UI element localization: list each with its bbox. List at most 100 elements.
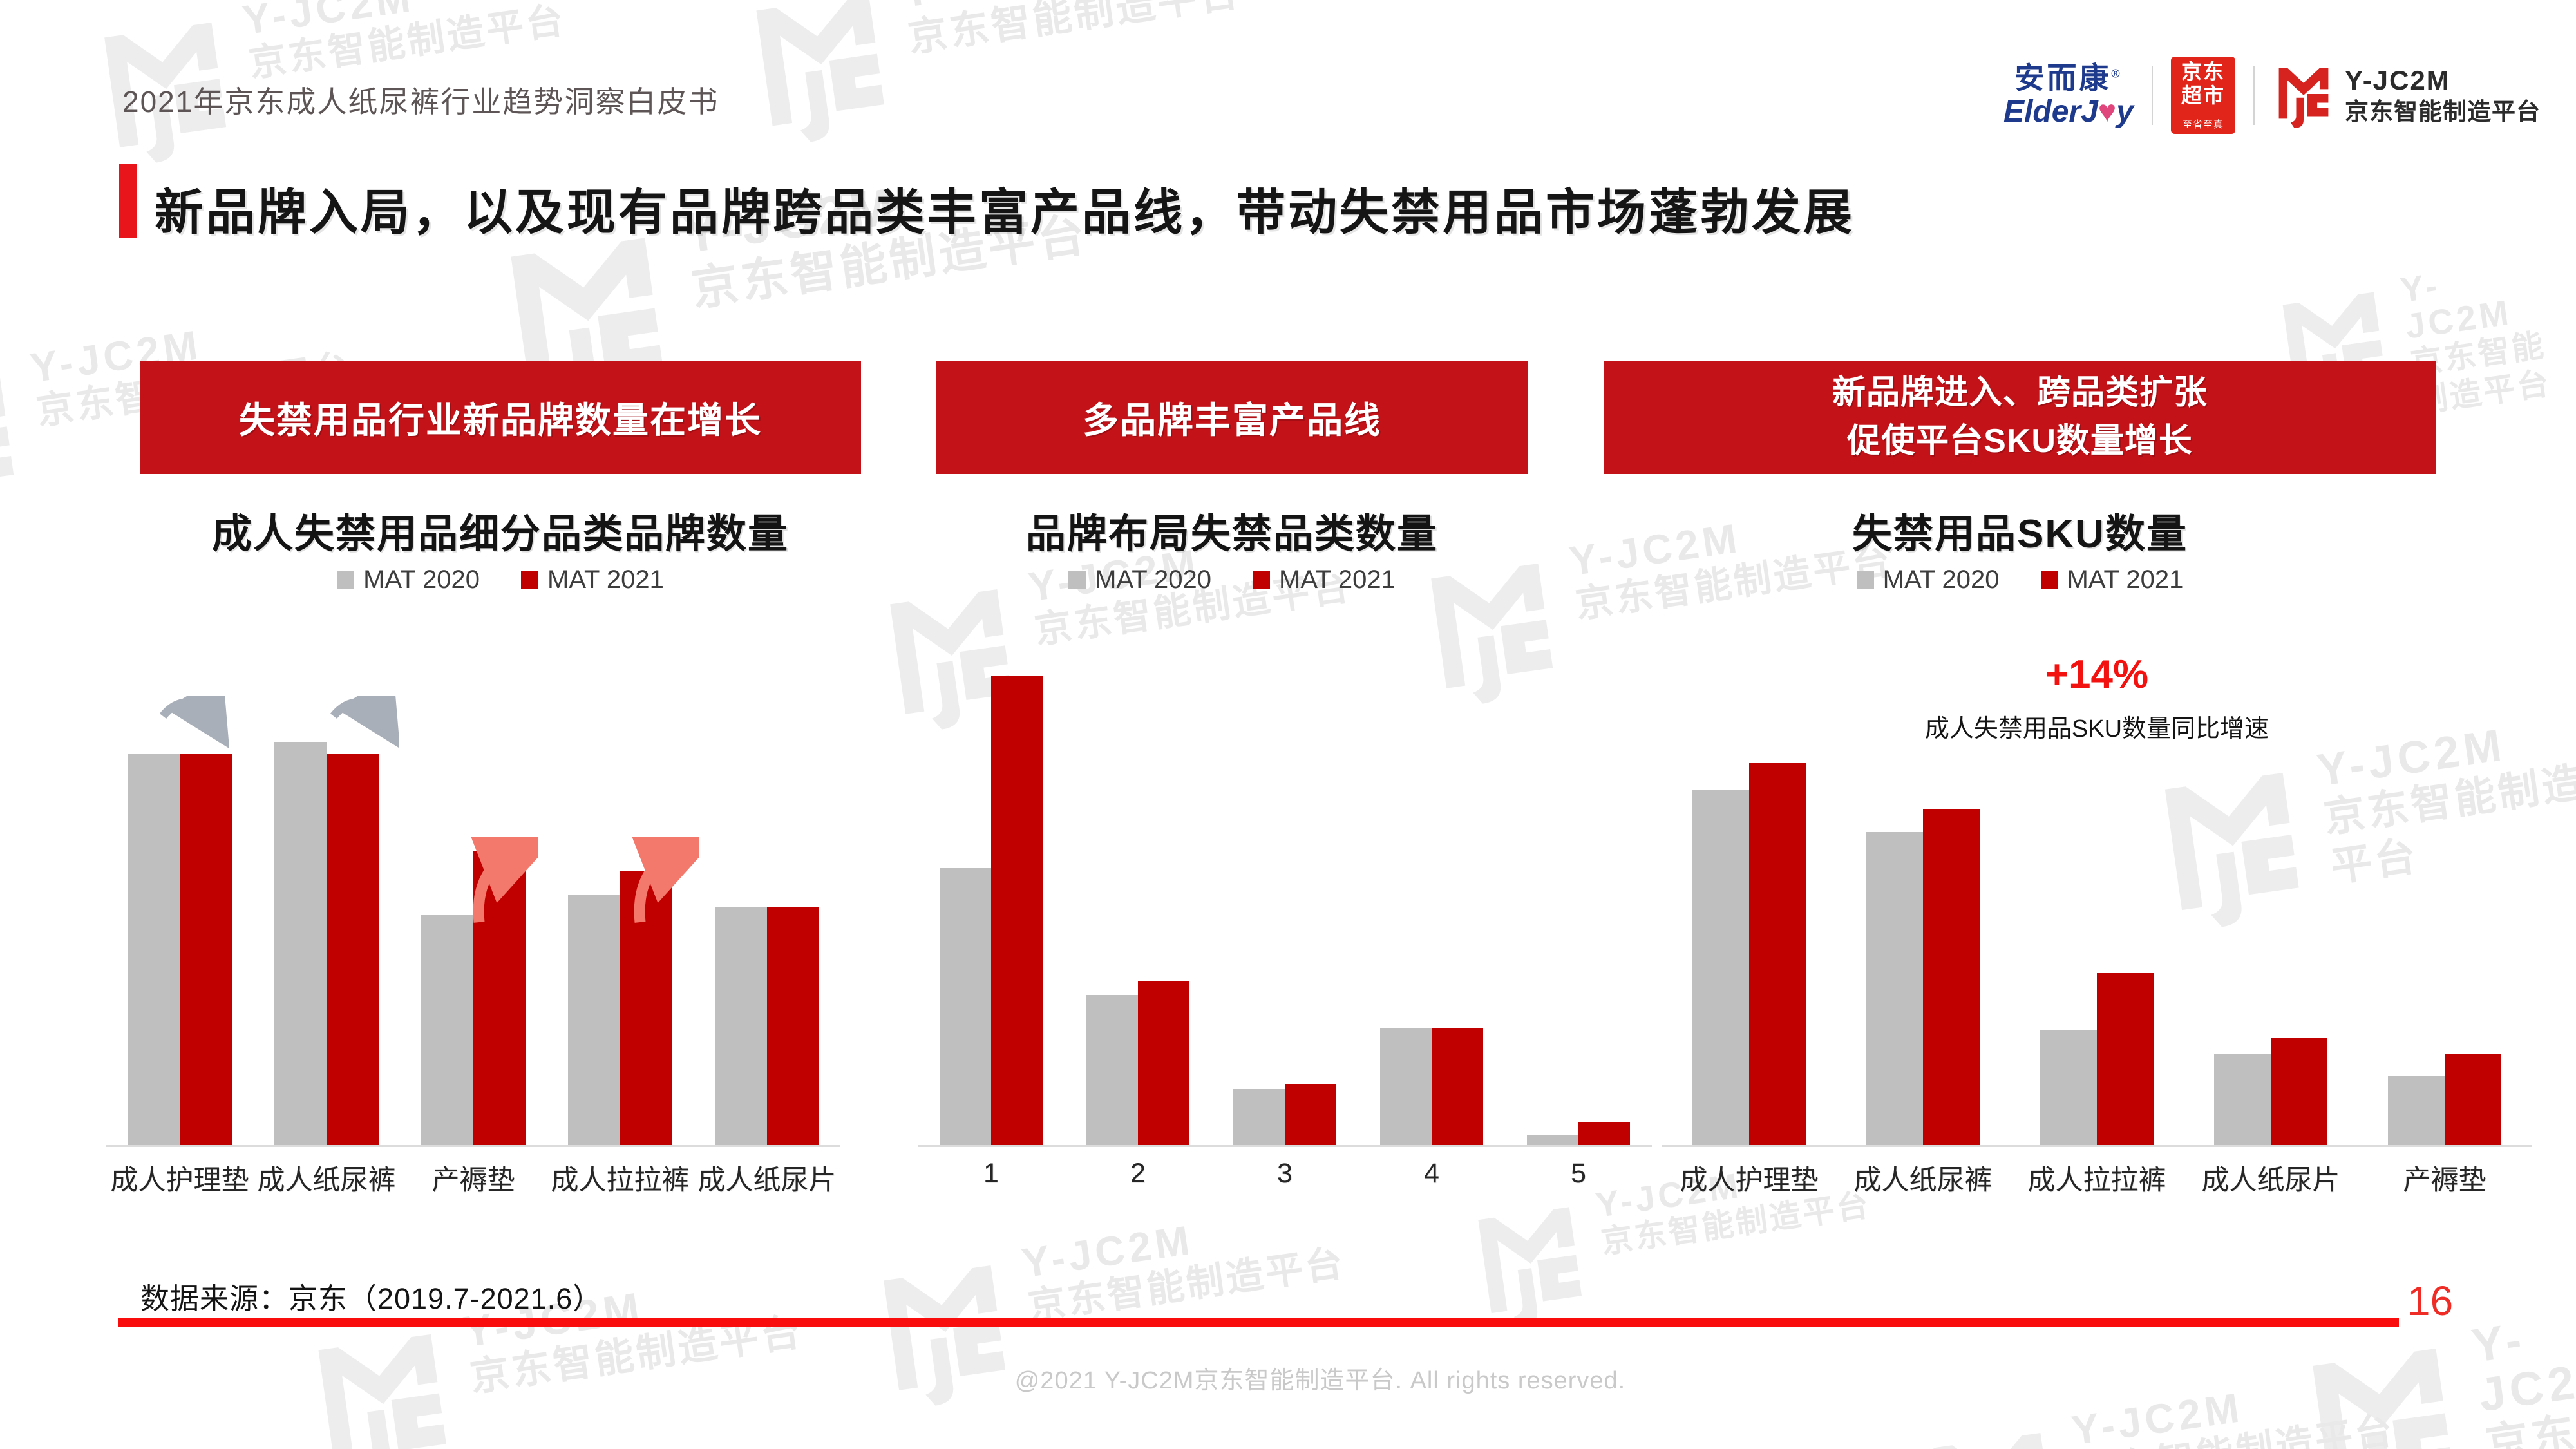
heart-icon: ♥ <box>2098 95 2117 129</box>
legend-label: MAT 2020 <box>1882 565 2000 594</box>
bar-group <box>1211 676 1358 1145</box>
legend-label: MAT 2021 <box>547 565 664 594</box>
page-number: 16 <box>2407 1278 2454 1324</box>
yjc2m-name: Y-JC2M <box>2345 64 2450 95</box>
chart3-x-labels: 成人护理垫 成人纸尿裤 成人拉拉裤 成人纸尿片 产褥垫 <box>1662 1158 2532 1198</box>
x-axis-label: 2 <box>1130 1158 1146 1189</box>
legend-swatch-icon <box>521 571 538 589</box>
x-axis-label: 成人纸尿片 <box>2201 1165 2340 1196</box>
bar-group <box>2184 763 2358 1145</box>
bar-mat2021-4 <box>767 907 819 1145</box>
chart3-plot <box>1662 763 2532 1147</box>
bar-group <box>1065 676 1211 1145</box>
trend-down-arrow <box>330 696 399 749</box>
bar-mat2021-2 <box>2097 973 2154 1145</box>
divider <box>2253 66 2255 125</box>
bar-group <box>106 742 253 1145</box>
chart1-plot <box>106 742 840 1147</box>
elderjoy-cn-label: 安而康® <box>2014 61 2123 95</box>
yjc2m-logo: Y-JC2M 京东智能制造平台 <box>2273 59 2541 132</box>
x-axis-label: 4 <box>1424 1158 1439 1189</box>
chart1-x-labels: 成人护理垫 成人纸尿裤 产褥垫 成人拉拉裤 成人纸尿片 <box>106 1158 840 1198</box>
bar-mat2020-2 <box>421 915 473 1145</box>
yjc2m-logo-mark-icon <box>2273 59 2334 132</box>
bar-mat2021-1 <box>327 753 379 1145</box>
bar-group <box>547 742 694 1145</box>
bar-mat2021-3 <box>2271 1037 2327 1145</box>
page-title: 新品牌入局，以及现有品牌跨品类丰富产品线，带动失禁用品市场蓬勃发展 <box>155 185 1855 240</box>
header-note: 2021年京东成人纸尿裤行业趋势洞察白皮书 <box>122 85 719 118</box>
chart3-title: 失禁用品SKU数量 <box>1852 512 2188 556</box>
chart2-title: 品牌布局失禁品类数量 <box>1025 512 1438 556</box>
bar-mat2020-1 <box>274 742 327 1145</box>
elderjoy-en-label: ElderJ♥y <box>2003 95 2134 129</box>
bar-mat2020-2 <box>1233 1088 1285 1145</box>
bar-group <box>694 742 840 1145</box>
divider <box>2152 66 2153 125</box>
x-axis-label: 产褥垫 <box>431 1165 515 1196</box>
x-axis-label: 成人护理垫 <box>1680 1165 1819 1196</box>
bar-mat2020-4 <box>2388 1076 2445 1145</box>
legend-item: MAT 2021 <box>2040 565 2184 594</box>
bar-mat2021-4 <box>2445 1053 2501 1145</box>
legend-item: MAT 2020 <box>337 565 480 594</box>
bar-mat2020-0 <box>940 867 991 1145</box>
bar-group <box>400 742 547 1145</box>
copyright-note: @2021 Y-JC2M京东智能制造平台. All rights reserve… <box>1014 1367 1626 1394</box>
bar-mat2020-2 <box>2040 1030 2097 1145</box>
legend-swatch-icon <box>337 571 355 589</box>
yjc2m-platform: 京东智能制造平台 <box>2345 98 2541 125</box>
legend-swatch-icon <box>1253 571 1270 589</box>
bar-group <box>918 676 1065 1145</box>
headline-box-3: 新品牌进入、跨品类扩张 促使平台SKU数量增长 <box>1604 361 2436 474</box>
trend-up-arrow <box>470 837 538 923</box>
chart1-legend: MAT 2020 MAT 2021 <box>140 564 861 595</box>
bar-mat2021-3 <box>620 871 672 1145</box>
jd-tagline: 至省至真 <box>2182 112 2224 131</box>
x-axis-label: 5 <box>1571 1158 1586 1189</box>
x-axis-label: 1 <box>983 1158 999 1189</box>
headline-box-2: 多品牌丰富产品线 <box>936 361 1528 474</box>
bar-mat2021-2 <box>1285 1084 1336 1145</box>
legend-item: MAT 2020 <box>1068 565 1211 594</box>
bar-mat2021-1 <box>1138 980 1189 1145</box>
bar-group <box>1358 676 1505 1145</box>
bar-mat2020-1 <box>1866 831 1923 1145</box>
legend-swatch-icon <box>2040 571 2058 589</box>
legend-label: MAT 2020 <box>363 565 480 594</box>
bar-mat2021-3 <box>1432 1027 1483 1145</box>
bar-group <box>253 742 400 1145</box>
sku-growth-value: +14% <box>2045 652 2149 697</box>
bar-mat2020-3 <box>2214 1053 2271 1145</box>
x-axis-label: 产褥垫 <box>2403 1165 2486 1196</box>
watermark: Y-JC2M京东智能制造平台 <box>739 0 1253 150</box>
x-axis-label: 成人纸尿片 <box>697 1165 837 1196</box>
headline-box-1: 失禁用品行业新品牌数量在增长 <box>140 361 861 474</box>
legend-label: MAT 2021 <box>2067 565 2184 594</box>
brand-logos: 安而康® ElderJ♥y 京东 超市 至省至真 Y-JC2M 京东智能制造平台 <box>2003 50 2541 140</box>
chart2-plot <box>918 676 1652 1147</box>
sku-growth-note: 成人失禁用品SKU数量同比增速 <box>1924 715 2269 743</box>
trend-up-arrow <box>631 837 699 923</box>
bar-mat2021-4 <box>1578 1121 1630 1145</box>
bar-group <box>2358 763 2532 1145</box>
jd-supermarket-logo: 京东 超市 至省至真 <box>2171 57 2235 134</box>
x-axis-label: 成人拉拉裤 <box>2027 1165 2166 1196</box>
legend-item: MAT 2021 <box>1253 565 1396 594</box>
legend-label: MAT 2021 <box>1279 565 1396 594</box>
chart2-legend: MAT 2020 MAT 2021 <box>936 564 1528 595</box>
bar-group <box>2010 763 2184 1145</box>
x-axis-label: 成人纸尿裤 <box>257 1165 396 1196</box>
chart3-legend: MAT 2020 MAT 2021 <box>1604 564 2436 595</box>
x-axis-label: 成人护理垫 <box>110 1165 249 1196</box>
legend-swatch-icon <box>1068 571 1086 589</box>
bar-mat2021-0 <box>180 753 232 1145</box>
data-source-note: 数据来源：京东（2019.7-2021.6） <box>140 1282 603 1315</box>
bar-group <box>1662 763 1836 1145</box>
chart1-title: 成人失禁用品细分品类品牌数量 <box>211 512 789 556</box>
bar-group <box>1505 676 1652 1145</box>
legend-label: MAT 2020 <box>1095 565 1211 594</box>
bar-mat2020-3 <box>568 895 620 1145</box>
chart2-x-labels: 1 2 3 4 5 <box>918 1158 1652 1189</box>
bar-mat2021-0 <box>1749 763 1806 1145</box>
